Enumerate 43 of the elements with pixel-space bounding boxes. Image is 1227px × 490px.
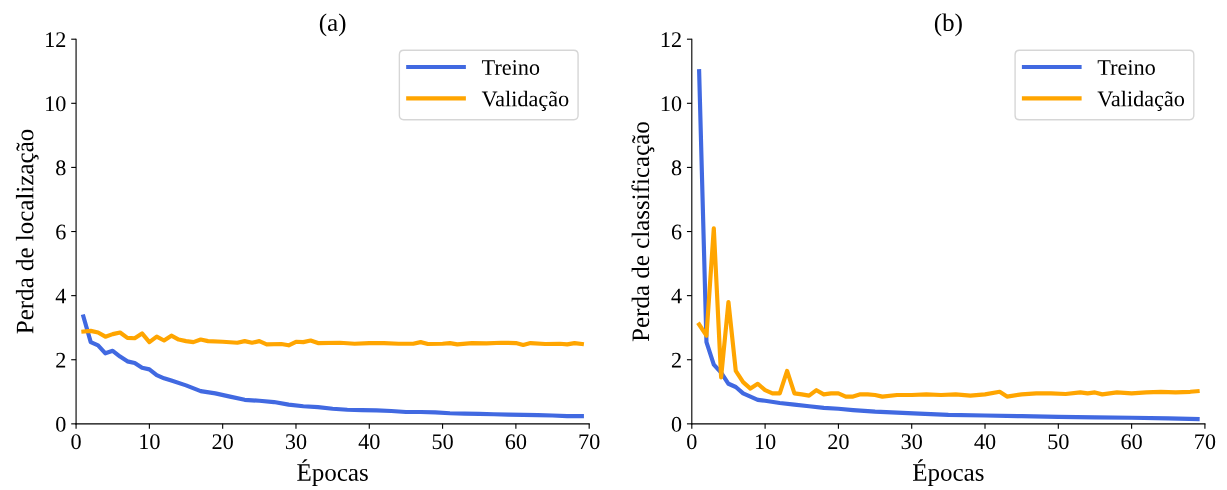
line-series: [697, 226, 1200, 399]
x-tick-label: 50: [432, 434, 453, 450]
y-tick-label: 8: [56, 160, 66, 176]
line-series: [81, 328, 584, 348]
chart-title: (a): [319, 13, 346, 37]
x-tick-label: 0: [687, 434, 697, 450]
y-tick-label: 4: [55, 288, 66, 304]
y-tick-label: 0: [671, 416, 682, 432]
x-tick-label: 70: [1195, 434, 1216, 450]
y-tick-label: 10: [46, 96, 66, 112]
legend-label: Validação: [481, 90, 569, 111]
y-axis-title: Perda de localização: [15, 129, 39, 334]
legend-label: Validação: [1097, 90, 1185, 111]
x-tick-label: 60: [505, 434, 527, 450]
legend-label: Treino: [481, 60, 540, 75]
x-tick-label: 40: [974, 434, 996, 450]
x-tick-label: 70: [579, 434, 600, 450]
y-axis-title: Perda de classificação: [631, 122, 655, 342]
x-tick-label: 30: [901, 434, 922, 450]
y-tick-label: 6: [671, 224, 682, 240]
x-tick-label: 50: [1048, 434, 1069, 450]
x-tick-label: 10: [140, 434, 160, 450]
y-tick-label: 12: [661, 32, 681, 47]
legend-label: Treino: [1097, 60, 1155, 75]
x-tick-label: 20: [212, 434, 233, 450]
x-axis-title: Épocas: [912, 459, 984, 486]
x-tick-label: 40: [358, 434, 380, 450]
y-tick-label: 12: [46, 32, 66, 47]
y-tick-label: 2: [56, 352, 66, 368]
y-tick-label: 0: [56, 416, 66, 432]
x-tick-label: 60: [1121, 434, 1142, 450]
x-tick-label: 0: [71, 434, 81, 450]
y-tick-label: 10: [661, 96, 682, 112]
x-tick-label: 30: [285, 434, 307, 450]
line-series: [81, 314, 584, 419]
x-tick-label: 20: [828, 434, 849, 450]
y-tick-label: 8: [671, 160, 682, 176]
y-tick-label: 4: [671, 288, 682, 304]
x-axis-title: Épocas: [297, 459, 368, 486]
chart-title: (b): [934, 13, 962, 37]
y-tick-label: 6: [56, 224, 66, 240]
x-tick-label: 10: [755, 434, 776, 450]
y-tick-label: 2: [671, 352, 681, 368]
